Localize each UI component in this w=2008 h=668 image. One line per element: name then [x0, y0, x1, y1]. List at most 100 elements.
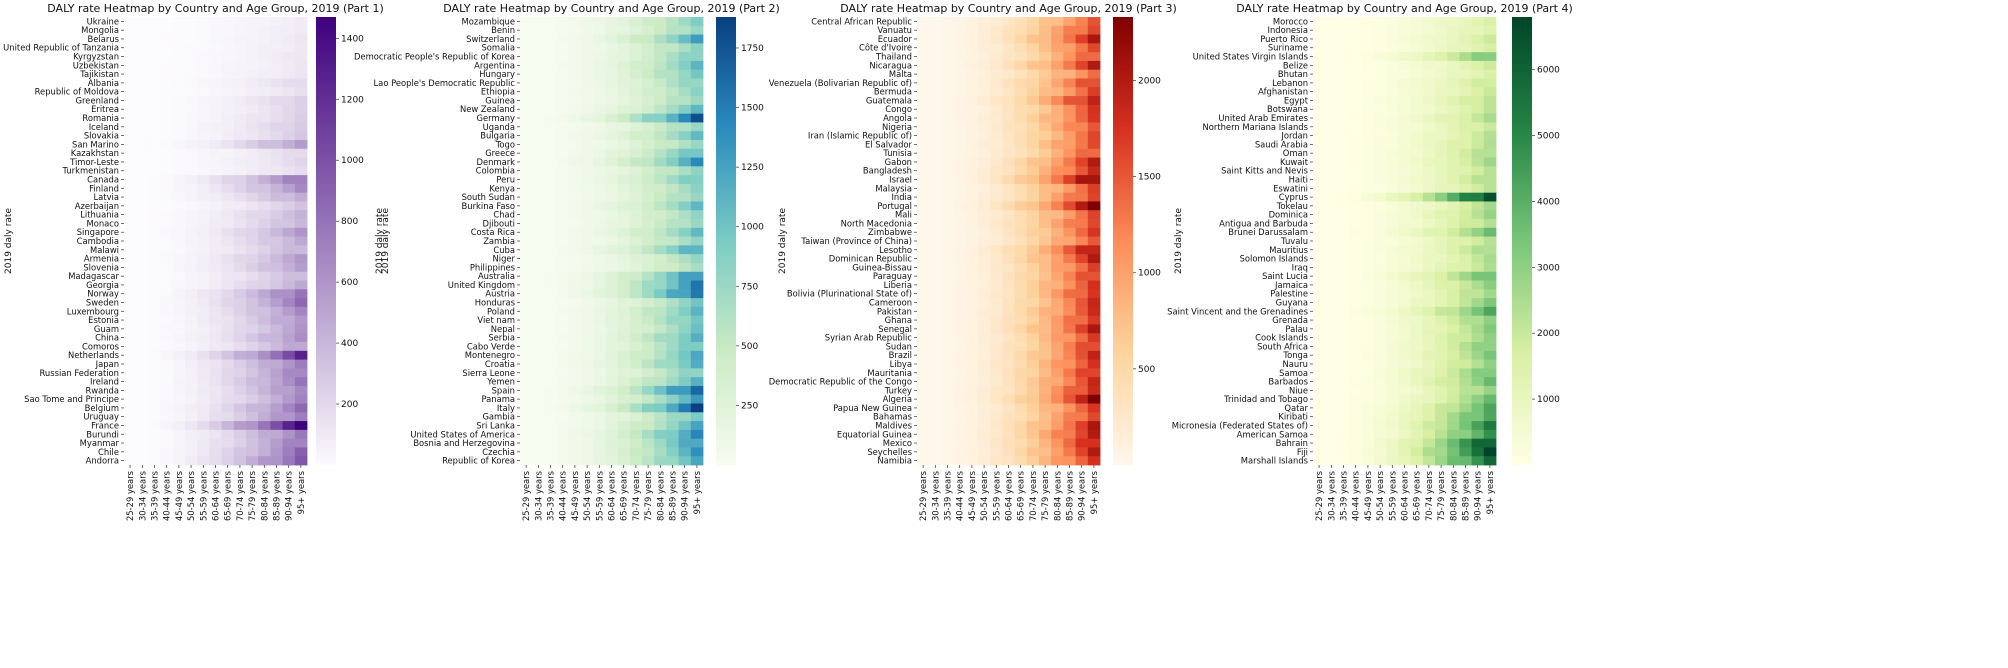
heatmap-cell	[593, 60, 606, 71]
heatmap-cell	[185, 175, 198, 185]
heatmap-cell	[556, 421, 570, 431]
heatmap-cell	[185, 43, 198, 53]
heatmap-cell	[1459, 377, 1472, 387]
row-label: Samoa	[1279, 368, 1308, 378]
heatmap-cell	[666, 447, 679, 457]
heatmap-cell	[1447, 210, 1460, 220]
heatmap-cell	[617, 394, 631, 404]
column-label: 30-34 years	[930, 471, 940, 521]
heatmap-cell	[1483, 227, 1497, 237]
heatmap-cell	[1349, 254, 1363, 264]
heatmap-cell	[1435, 96, 1448, 106]
heatmap-cell	[1026, 306, 1040, 317]
heatmap-cell	[197, 96, 210, 106]
heatmap-cell	[1014, 25, 1028, 35]
heatmap-cell	[1386, 78, 1399, 88]
heatmap-cell	[556, 17, 570, 27]
heatmap-cell	[556, 289, 570, 299]
heatmap-cell	[978, 25, 991, 35]
heatmap-cell	[136, 192, 149, 202]
heatmap-cell	[532, 306, 545, 317]
heatmap-cell	[148, 245, 161, 255]
heatmap-cell	[605, 262, 618, 273]
heatmap-cell	[1471, 421, 1485, 431]
heatmap-cell	[246, 306, 259, 317]
heatmap-cell	[581, 333, 594, 343]
heatmap-cell	[1325, 52, 1338, 62]
heatmap-cell	[124, 306, 137, 317]
heatmap-cell	[124, 219, 137, 229]
heatmap-cell	[1386, 192, 1399, 202]
heatmap-cell	[1361, 377, 1375, 387]
row-label: Rwanda	[85, 385, 119, 395]
heatmap-cell	[1075, 104, 1089, 115]
colorbar-tick-label: 250	[741, 401, 758, 411]
heatmap-cell	[136, 342, 149, 352]
heatmap-cell	[221, 438, 235, 448]
heatmap-cell	[1483, 113, 1497, 123]
heatmap-cell	[270, 429, 283, 440]
heatmap-cell	[172, 324, 186, 334]
heatmap-cell	[654, 183, 667, 194]
row-label: Fiji	[1297, 447, 1308, 457]
heatmap-cell	[172, 377, 186, 387]
heatmap-cell	[246, 377, 259, 387]
heatmap-cell	[593, 368, 606, 378]
heatmap-cell	[666, 236, 679, 246]
heatmap-cell	[1002, 421, 1015, 431]
heatmap-cell	[1063, 236, 1076, 246]
heatmap-cell	[654, 377, 667, 387]
heatmap-cell	[1447, 87, 1460, 97]
heatmap-cell	[270, 122, 283, 132]
heatmap-cell	[1039, 183, 1052, 194]
column-label: 95+ years	[296, 471, 306, 514]
heatmap-cell	[1002, 262, 1015, 273]
heatmap-cell	[1435, 315, 1448, 325]
heatmap-cell	[160, 456, 174, 466]
heatmap-cell	[568, 192, 582, 202]
heatmap-cell	[978, 78, 991, 88]
heatmap-cell	[581, 447, 594, 457]
column-label: 30-34 years	[137, 471, 147, 521]
heatmap-cell	[1051, 333, 1064, 343]
colorbar-tick-label: 1500	[741, 104, 764, 114]
heatmap-cell	[258, 438, 271, 448]
heatmap-cell	[568, 245, 582, 255]
heatmap-cell	[520, 324, 533, 334]
heatmap-cell	[148, 219, 161, 229]
heatmap-cell	[1435, 289, 1448, 299]
heatmap-cell	[532, 219, 545, 229]
heatmap-cell	[172, 412, 186, 422]
heatmap-cell	[1014, 429, 1028, 440]
heatmap-cell	[678, 394, 692, 404]
heatmap-cell	[978, 342, 991, 352]
heatmap-cell	[172, 227, 186, 237]
heatmap-cell	[965, 60, 979, 71]
heatmap-cell	[136, 236, 149, 246]
heatmap-cell	[1422, 104, 1436, 115]
heatmap-cell	[258, 306, 271, 317]
heatmap-cell	[1435, 192, 1448, 202]
heatmap-cell	[1039, 201, 1052, 211]
heatmap-cell	[654, 157, 667, 167]
heatmap-cell	[160, 280, 174, 290]
heatmap-cell	[544, 52, 557, 62]
heatmap-cell	[1063, 131, 1076, 141]
heatmap-cell	[1087, 210, 1101, 220]
heatmap-cell	[1014, 104, 1028, 115]
heatmap-cell	[1313, 175, 1326, 185]
heatmap-cell	[654, 25, 667, 35]
heatmap-cell	[209, 377, 222, 387]
heatmap-cell	[556, 271, 570, 281]
heatmap-cell	[282, 166, 296, 176]
heatmap-cell	[990, 377, 1003, 387]
heatmap-cell	[1075, 359, 1089, 369]
column-label: 45-49 years	[174, 471, 184, 521]
heatmap-cell	[1002, 298, 1015, 308]
heatmap-cell	[978, 69, 991, 79]
heatmap-cell	[1087, 280, 1101, 290]
heatmap-cell	[1361, 359, 1375, 369]
heatmap-cell	[520, 52, 533, 62]
heatmap-cell	[136, 219, 149, 229]
heatmap-cell	[593, 52, 606, 62]
